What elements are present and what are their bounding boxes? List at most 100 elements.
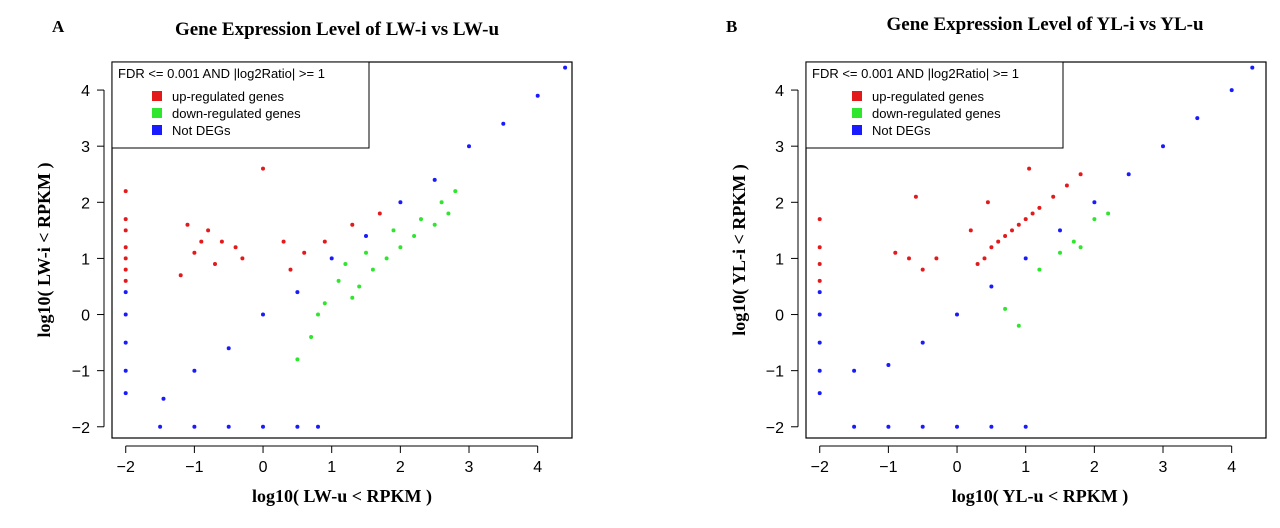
panel-a-point-not-degs (467, 144, 471, 149)
panel-b-x-tick-label: −1 (879, 459, 897, 476)
panel-a-point-up-regulated-genes (123, 217, 128, 222)
panel-a-point-not-degs (398, 200, 403, 205)
panel-b-point-up-regulated-genes (934, 256, 939, 261)
panel-b-x-tick-label: 4 (1227, 459, 1236, 476)
panel-a-point-not-degs (123, 340, 128, 345)
panel-a-point-not-degs (192, 368, 197, 373)
panel-b-point-not-degs (817, 391, 822, 396)
panel-a-point-up-regulated-genes (261, 166, 265, 171)
panel-b-legend-up: up-regulated genes (872, 89, 985, 104)
panel-b-legend-swatch-not (852, 125, 862, 135)
panel-b-points (817, 65, 1255, 429)
panel-b-legend-box (805, 61, 1064, 149)
panel-a-x-axis: −2 −1 0 1 2 3 4 (117, 445, 542, 476)
panel-a-x-tick-label: −2 (117, 459, 135, 476)
panel-a-point-not-degs (535, 93, 540, 98)
panel-a-point-not-degs (563, 65, 568, 70)
panel-a-point-not-degs (316, 424, 320, 429)
panel-a-point-up-regulated-genes (213, 262, 217, 266)
panel-a-point-not-degs (123, 312, 128, 317)
panel-a-point-not-degs (295, 424, 300, 429)
panel-a-point-down-regulated-genes (316, 312, 320, 317)
panel-a-point-not-degs (226, 346, 231, 351)
panel-a-point-up-regulated-genes (123, 189, 128, 194)
panel-b-x-axis: −2 −1 0 1 2 3 4 (811, 445, 1236, 476)
panel-b-point-not-degs (1023, 424, 1028, 429)
panel-b-point-up-regulated-genes (817, 262, 822, 266)
panel-b-point-up-regulated-genes (1003, 234, 1008, 238)
panel-b-point-down-regulated-genes (1078, 245, 1083, 250)
panel-a-points (123, 65, 568, 429)
panel-a-point-down-regulated-genes (343, 262, 348, 266)
panel-b-point-up-regulated-genes (913, 194, 918, 199)
panel-a-point-up-regulated-genes (123, 228, 128, 233)
panel-b-point-not-degs (1126, 172, 1131, 177)
panel-a-point-down-regulated-genes (336, 278, 341, 283)
panel-a-y-tick-label: −2 (72, 420, 90, 437)
panel-a-point-up-regulated-genes (281, 239, 286, 244)
panel-a: A Gene Expression Level of LW-i vs LW-u … (34, 17, 573, 507)
panel-b-point-up-regulated-genes (968, 228, 973, 233)
panel-b-point-up-regulated-genes (975, 262, 980, 266)
panel-a-point-not-degs (329, 256, 334, 261)
panel-a-legend-swatch-not (152, 125, 162, 135)
panel-a-title: Gene Expression Level of LW-i vs LW-u (175, 19, 500, 40)
panel-b-point-not-degs (886, 424, 891, 429)
panel-a-point-up-regulated-genes (350, 222, 355, 227)
panel-b-point-not-degs (1250, 65, 1255, 70)
panel-a-point-down-regulated-genes (453, 189, 458, 194)
panel-a-point-up-regulated-genes (192, 250, 197, 255)
panel-b-point-up-regulated-genes (817, 245, 822, 250)
panel-a-point-down-regulated-genes (364, 250, 368, 255)
panel-b-point-up-regulated-genes (893, 250, 898, 255)
panel-a-point-down-regulated-genes (446, 211, 451, 216)
panel-a-point-not-degs (123, 290, 128, 295)
panel-b-x-tick-label: 2 (1090, 459, 1099, 476)
panel-a-point-not-degs (161, 396, 166, 401)
panel-a-legend-header: FDR <= 0.001 AND |log2Ratio| >= 1 (118, 66, 325, 81)
panel-b-point-not-degs (852, 424, 857, 429)
panel-a-point-up-regulated-genes (123, 256, 128, 261)
panel-a-legend-down: down-regulated genes (172, 106, 301, 121)
panel-b-point-not-degs (817, 290, 822, 295)
panel-a-point-not-degs (364, 234, 368, 238)
panel-a-x-tick-label: 3 (465, 459, 474, 476)
panel-b-y-tick-label: −1 (766, 364, 784, 381)
panel-a-point-up-regulated-genes (199, 239, 204, 244)
panel-a-point-not-degs (261, 424, 265, 429)
panel-b-point-not-degs (1023, 256, 1028, 261)
panel-a-point-down-regulated-genes (398, 245, 403, 250)
panel-b-point-not-degs (1229, 88, 1234, 93)
panel-a-y-tick-label: 0 (81, 308, 90, 325)
panel-b-legend-swatch-down (852, 108, 862, 118)
panel-a-point-down-regulated-genes (384, 256, 389, 261)
panel-b-point-up-regulated-genes (1051, 194, 1056, 199)
panel-b-point-down-regulated-genes (1092, 217, 1097, 222)
panel-a-point-not-degs (123, 368, 128, 373)
panel-b-point-not-degs (1092, 200, 1097, 205)
panel-a-point-not-degs (192, 424, 197, 429)
panel-b-legend: FDR <= 0.001 AND |log2Ratio| >= 1 up-reg… (805, 61, 1064, 149)
panel-b-point-up-regulated-genes (1037, 205, 1042, 210)
panel-a-point-down-regulated-genes (295, 357, 300, 362)
panel-b-point-not-degs (817, 368, 822, 373)
panel-a-point-down-regulated-genes (439, 200, 444, 205)
panel-b-point-not-degs (989, 284, 994, 289)
panel-a-point-not-degs (501, 121, 506, 126)
panel-b-y-axis: −2 −1 0 1 2 3 4 (766, 83, 799, 437)
panel-a-point-up-regulated-genes (322, 239, 327, 244)
panel-b-point-not-degs (817, 340, 822, 345)
panel-a-x-tick-label: 1 (327, 459, 336, 476)
panel-b-y-tick-label: 3 (775, 139, 784, 156)
panel-a-legend-swatch-up (152, 91, 162, 101)
panel-b-point-down-regulated-genes (1071, 239, 1076, 244)
panel-a-x-tick-label: −1 (185, 459, 203, 476)
panel-a-y-tick-label: 1 (81, 251, 90, 268)
panel-a-point-up-regulated-genes (233, 245, 238, 250)
panel-a-legend-swatch-down (152, 108, 162, 118)
panel-letter-a: A (52, 17, 65, 36)
panel-b-legend-not: Not DEGs (872, 123, 931, 138)
panel-a-point-down-regulated-genes (309, 335, 314, 339)
panel-a-x-tick-label: 2 (396, 459, 405, 476)
